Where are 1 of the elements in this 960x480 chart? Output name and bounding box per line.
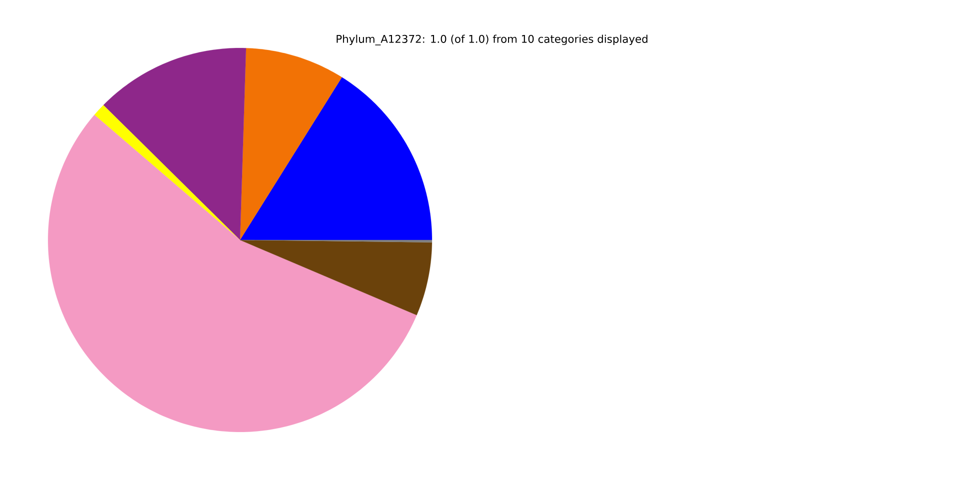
text: Phylum_A12372: 1.0 (of 1.0) from 10 categories displayed bbox=[336, 34, 648, 46]
